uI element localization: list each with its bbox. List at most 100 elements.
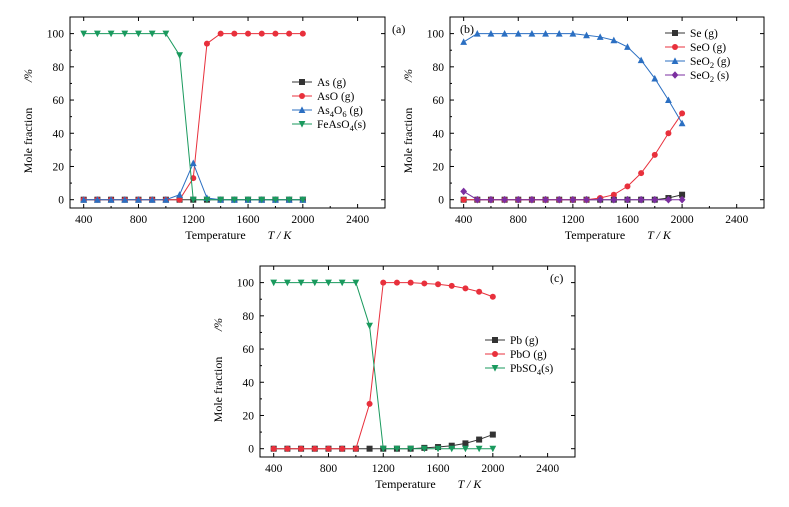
series-4 xyxy=(80,30,307,204)
data-point xyxy=(473,195,481,204)
data-point xyxy=(270,445,277,452)
legend-marker xyxy=(491,365,499,372)
data-point xyxy=(665,96,672,104)
data-point xyxy=(393,279,400,286)
legend-marker xyxy=(298,106,306,113)
data-point xyxy=(460,196,467,203)
plot-frame xyxy=(449,16,765,209)
data-point xyxy=(176,191,183,198)
data-point xyxy=(258,196,266,204)
data-point xyxy=(162,30,170,38)
legend-label: SeO2 (s) xyxy=(690,70,729,84)
data-point xyxy=(393,445,401,453)
y-axis-title: Mole fraction xyxy=(211,357,225,423)
data-point xyxy=(555,195,563,204)
legend-label: As (g) xyxy=(317,77,346,89)
y-tick-label: 0 xyxy=(58,195,64,207)
y-axis-title: Mole fraction xyxy=(401,108,415,174)
data-point xyxy=(283,279,291,287)
x-tick-label: 2000 xyxy=(481,463,504,475)
chart-panel-2: 400 800 1200 1600 2000 2400 0 20 40 60 80 100 Temper… xyxy=(401,16,765,242)
x-tick-label: 800 xyxy=(510,214,528,226)
data-point xyxy=(176,52,183,59)
data-point xyxy=(286,30,293,37)
data-point xyxy=(80,196,88,203)
y-tick-label: 100 xyxy=(427,29,445,41)
data-point xyxy=(489,445,497,453)
data-point xyxy=(148,30,156,38)
data-point xyxy=(460,38,468,45)
data-point xyxy=(583,195,590,204)
y-tick-label: 80 xyxy=(243,311,255,323)
data-point xyxy=(475,445,483,453)
y-axis-title: Mole fraction xyxy=(21,108,35,174)
y-tick-label: 60 xyxy=(243,344,255,356)
x-tick-label: 2000 xyxy=(671,214,694,226)
legend-marker xyxy=(671,71,679,79)
data-point xyxy=(107,30,115,38)
data-point xyxy=(651,74,659,82)
series-2 xyxy=(460,110,686,203)
legend-label: As4O6 (g) xyxy=(317,105,363,119)
legend-label: AsO (g) xyxy=(317,91,355,103)
panel-label: (a) xyxy=(392,22,405,36)
data-point xyxy=(637,195,645,204)
data-point xyxy=(596,33,604,40)
legend-label: Pb (g) xyxy=(510,335,539,347)
data-point xyxy=(610,36,618,44)
data-point xyxy=(285,196,293,204)
y-tick-label: 60 xyxy=(433,95,445,107)
x-tick-label: 400 xyxy=(265,463,283,475)
y-tick-label: 80 xyxy=(433,62,445,74)
data-point xyxy=(501,30,509,37)
series-3 xyxy=(270,279,497,453)
data-point xyxy=(135,196,142,203)
data-point xyxy=(80,30,88,38)
series-line xyxy=(83,161,303,201)
data-point xyxy=(189,159,197,167)
y-tick-label: 20 xyxy=(243,410,255,422)
x-tick-label: 1600 xyxy=(237,214,260,226)
data-point xyxy=(407,445,415,453)
data-point xyxy=(203,40,210,47)
data-point xyxy=(217,196,225,204)
data-point xyxy=(569,195,577,204)
data-point xyxy=(135,30,142,38)
legend-marker xyxy=(299,93,305,99)
x-tick-label: 400 xyxy=(75,214,93,226)
x-tick-label: 1200 xyxy=(182,214,205,226)
data-point xyxy=(352,445,359,452)
data-point xyxy=(217,30,224,37)
data-point xyxy=(487,30,495,37)
data-point xyxy=(272,196,279,204)
data-point xyxy=(651,151,658,158)
data-point xyxy=(651,195,659,204)
data-point xyxy=(637,56,645,64)
legend-marker xyxy=(672,30,678,36)
y-tick-label: 20 xyxy=(433,161,445,173)
data-point xyxy=(148,196,156,203)
data-point xyxy=(121,30,129,38)
series-4 xyxy=(460,187,686,204)
data-point xyxy=(352,279,360,287)
data-point xyxy=(473,30,481,37)
x-axis-title: Temperature xyxy=(565,228,625,242)
data-point xyxy=(299,30,306,37)
series-3 xyxy=(460,30,686,127)
data-point xyxy=(542,195,549,204)
data-point xyxy=(448,282,455,289)
data-point xyxy=(679,191,686,198)
series-line xyxy=(463,113,683,201)
x-tick-label: 400 xyxy=(455,214,473,226)
data-point xyxy=(624,195,631,204)
y-tick-label: 0 xyxy=(438,195,444,207)
y-tick-label: 40 xyxy=(53,128,65,140)
legend-marker xyxy=(299,79,305,85)
data-point xyxy=(610,195,618,204)
data-point xyxy=(339,445,346,452)
data-point xyxy=(338,279,346,287)
legend-label: PbO (g) xyxy=(510,349,547,361)
series-line xyxy=(83,33,303,201)
x-tick-label: 1200 xyxy=(561,214,584,226)
